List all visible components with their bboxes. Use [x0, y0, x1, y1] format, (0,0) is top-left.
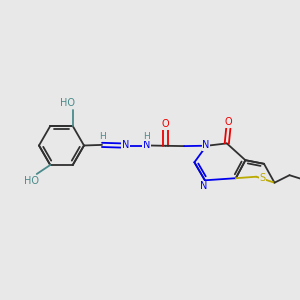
Text: S: S: [259, 173, 265, 183]
Text: H: H: [99, 132, 105, 141]
Text: H: H: [143, 132, 150, 141]
Text: HO: HO: [60, 98, 75, 108]
Text: N: N: [143, 140, 150, 150]
Text: N: N: [122, 140, 129, 150]
Text: HO: HO: [24, 176, 39, 186]
Text: O: O: [162, 119, 170, 129]
Text: N: N: [202, 140, 209, 150]
Text: O: O: [224, 117, 232, 128]
Text: N: N: [200, 181, 207, 191]
